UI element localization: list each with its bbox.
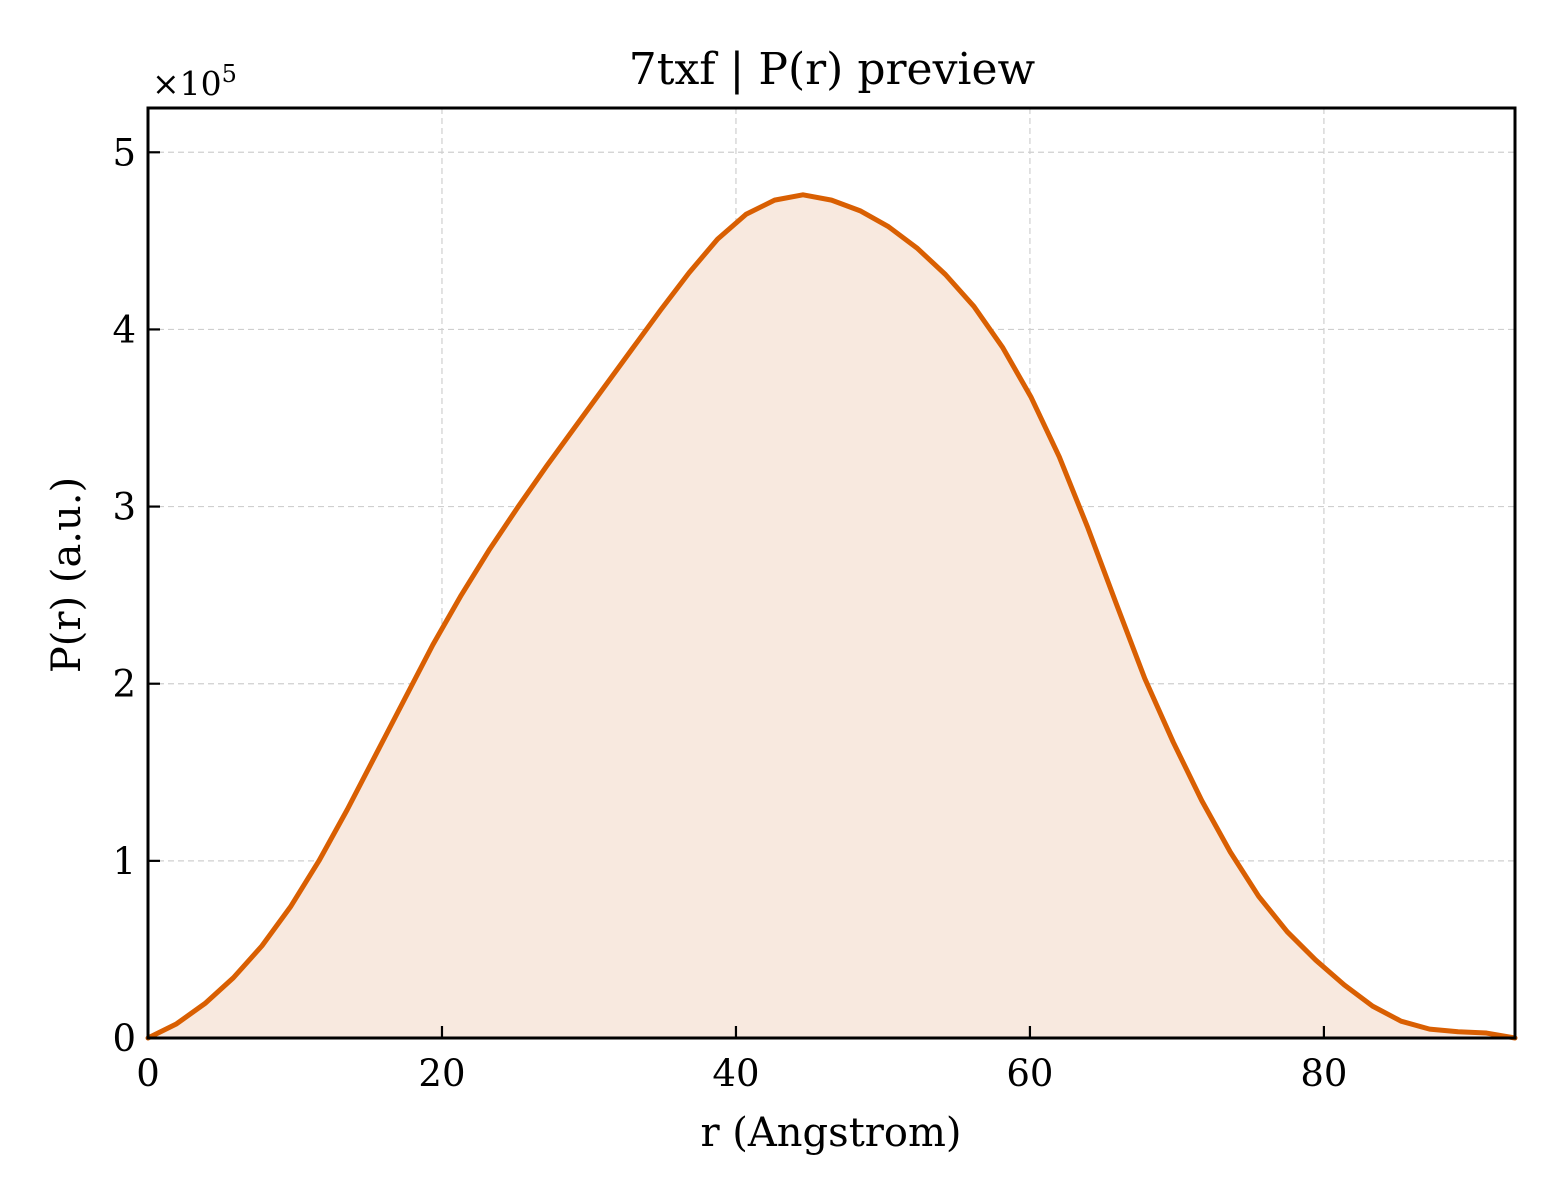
plot-frame [146, 106, 1517, 1040]
x-tick-label: 60 [1006, 1052, 1053, 1095]
y-tick-label: 5 [112, 131, 136, 174]
x-tick-label: 20 [418, 1052, 465, 1095]
y-axis-multiplier-exponent: 5 [222, 60, 237, 88]
x-tick-labels: 0 20 40 60 80 [136, 1052, 1347, 1095]
x-axis-label: r (Angstrom) [700, 1110, 961, 1156]
y-tick-label: 3 [112, 486, 136, 529]
y-tick-label: 2 [112, 663, 136, 706]
y-tick-label: 4 [112, 308, 136, 351]
x-tick-label: 0 [136, 1052, 160, 1095]
y-tick-labels: 0 1 2 3 4 5 [112, 131, 136, 1060]
chart-title: 7txf | P(r) preview [629, 44, 1036, 95]
y-tick-label: 1 [112, 840, 136, 883]
y-axis-multiplier: ×105 [152, 60, 237, 103]
y-axis-label: P(r) (a.u.) [44, 477, 90, 673]
x-tick-label: 40 [712, 1052, 759, 1095]
area-fill-group [148, 194, 1515, 1039]
y-tick-label: 0 [112, 1017, 136, 1060]
series-area-fill [148, 194, 1515, 1039]
x-tick-label: 80 [1300, 1052, 1347, 1095]
y-axis-multiplier-base: ×10 [152, 64, 222, 103]
series-line-group [145, 192, 1518, 1041]
series-line [145, 192, 1518, 1041]
tick-marks [146, 151, 1326, 1040]
